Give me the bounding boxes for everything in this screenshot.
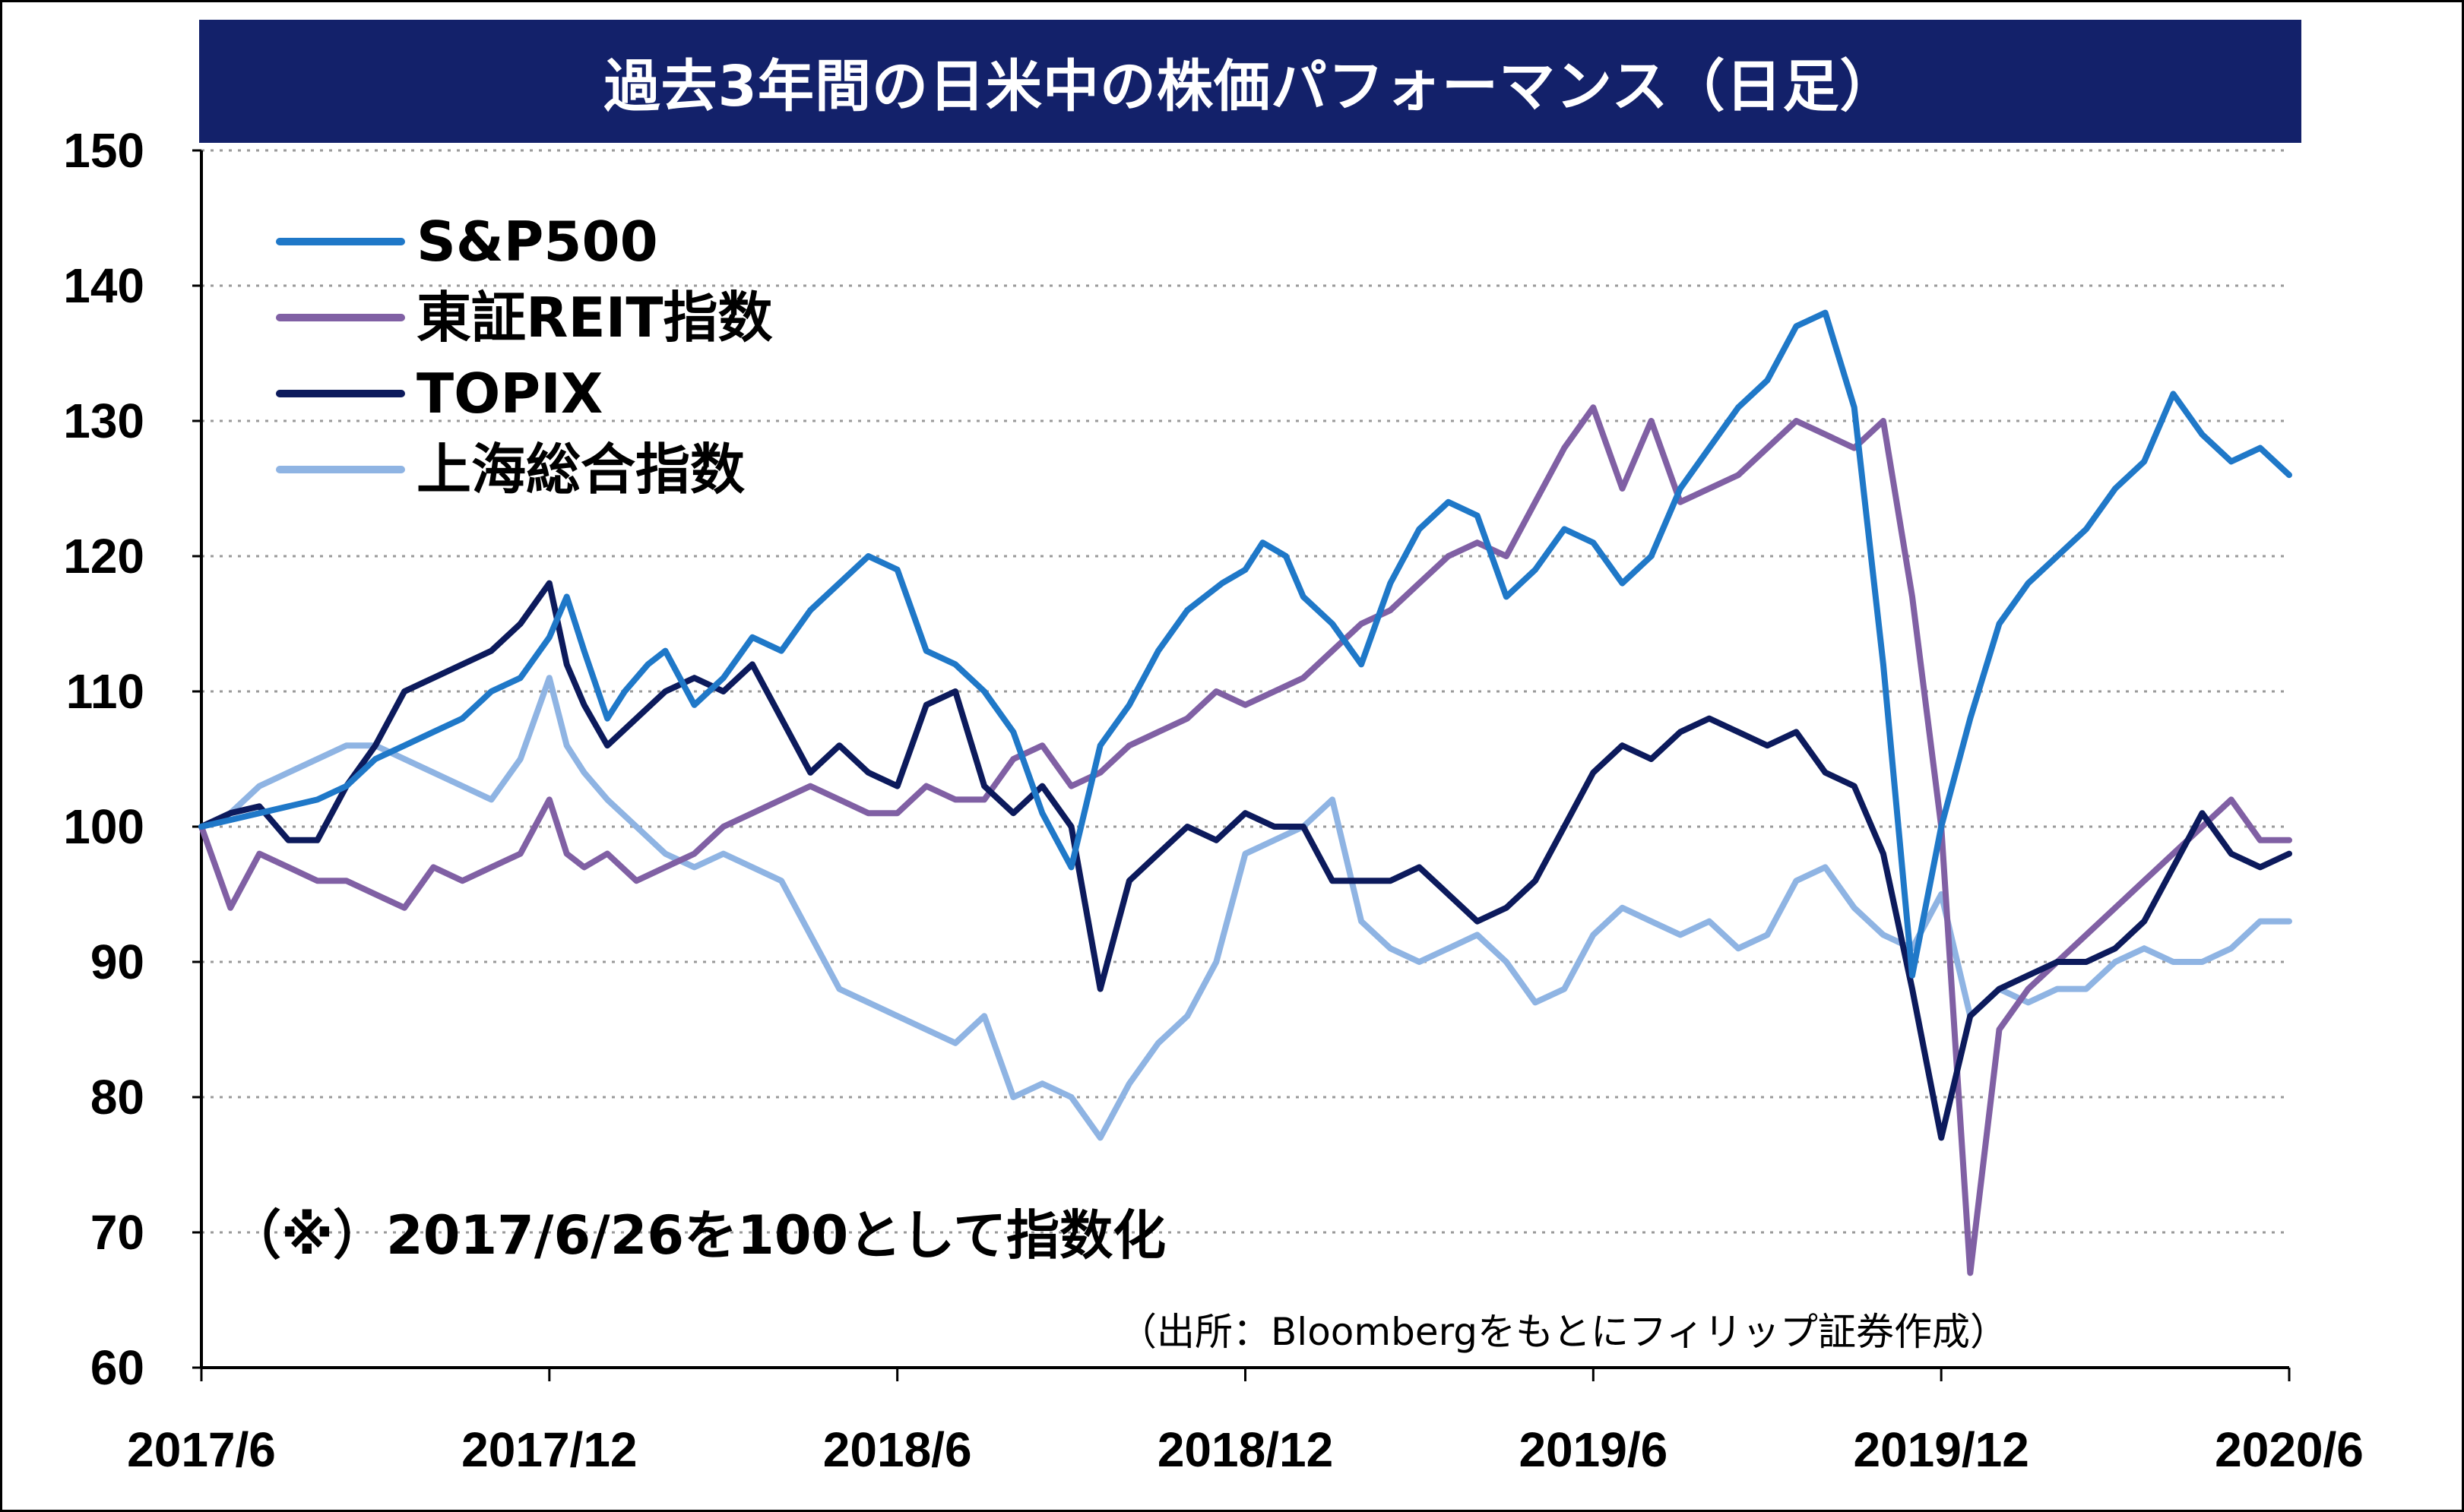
y-tick-label: 120	[63, 529, 144, 584]
x-tick-label: 2020/6	[2215, 1422, 2364, 1477]
y-tick-label: 110	[66, 664, 144, 719]
legend-label: S&P500	[416, 210, 658, 274]
legend-label: 上海総合指数	[416, 438, 745, 501]
x-tick-label: 2019/6	[1519, 1422, 1667, 1477]
y-tick-label: 80	[90, 1070, 144, 1125]
y-tick-label: 130	[63, 394, 144, 448]
series-line-2	[198, 580, 2292, 1141]
x-tick-label: 2017/12	[461, 1422, 637, 1477]
y-tick-label: 90	[90, 935, 144, 989]
y-tick-label: 70	[90, 1205, 144, 1260]
chart-title-bar: 過去3年間の日米中の株価パフォーマンス（日足）	[199, 20, 2301, 143]
x-tick-label: 2017/6	[127, 1422, 276, 1477]
axes	[192, 149, 2291, 1381]
x-tick-label: 2019/12	[1853, 1422, 2029, 1477]
x-tick-labels: 2017/6 2017/12 2018/6 2018/12 2019/6 2019/12 2…	[127, 1422, 2364, 1477]
series-line-0	[198, 309, 2292, 979]
index-note: （※）2017/6/26を100として指数化	[228, 1204, 1166, 1267]
y-tick-label: 150	[63, 123, 144, 178]
chart-title: 過去3年間の日米中の株価パフォーマンス（日足）	[603, 53, 1897, 119]
x-tick-label: 2018/12	[1158, 1422, 1333, 1477]
x-tick-label: 2018/6	[823, 1422, 972, 1477]
series-line-1	[198, 404, 2292, 1276]
y-tick-label: 140	[63, 258, 144, 313]
y-tick-label: 100	[63, 799, 144, 854]
legend: S&P500 東証REIT指数 TOPIX 上海総合指数	[276, 210, 773, 501]
gridlines	[201, 149, 2289, 1234]
legend-label: TOPIX	[416, 362, 603, 425]
y-tick-labels: 60 70 80 90 100 110 120 130 140 150	[63, 123, 144, 1395]
series-line-3	[198, 675, 2292, 1141]
y-tick-label: 60	[90, 1340, 144, 1395]
legend-label: 東証REIT指数	[416, 286, 773, 350]
series-lines	[198, 309, 2292, 1276]
source-note: （出所：Bloombergをもとにフィリップ証券作成）	[1119, 1310, 2008, 1354]
